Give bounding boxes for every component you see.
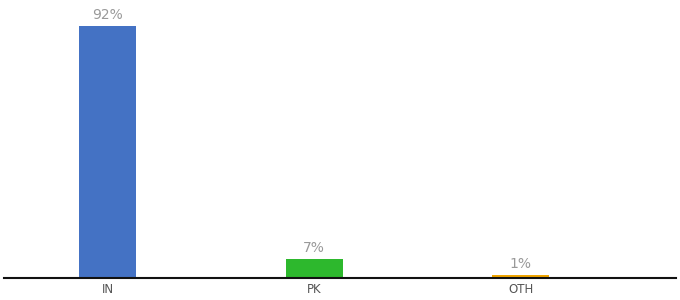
Text: 1%: 1% [510,257,532,271]
Text: 92%: 92% [92,8,123,22]
Bar [492,275,549,278]
Bar [286,259,343,278]
Bar [79,26,136,278]
Text: 7%: 7% [303,241,325,255]
